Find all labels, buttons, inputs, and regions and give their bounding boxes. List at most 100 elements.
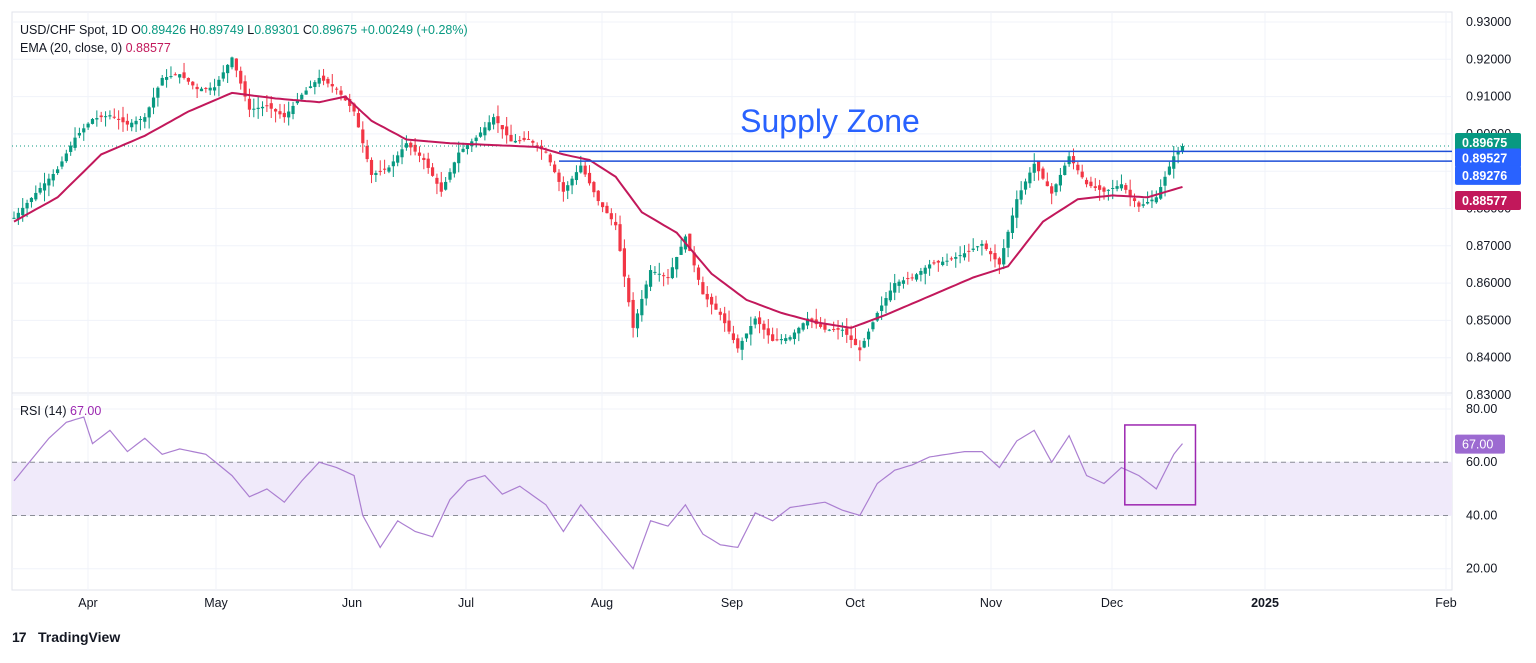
candle-down	[422, 157, 426, 161]
ema-legend: EMA (20, close, 0) 0.88577	[20, 40, 171, 56]
candle-up	[1019, 190, 1023, 200]
candle-up	[308, 86, 313, 88]
price-tick-label: 0.92000	[1466, 52, 1511, 66]
zone-lower-tag-bg	[1455, 165, 1521, 185]
candle-down	[984, 243, 988, 250]
last-price-tag-bg	[1455, 133, 1521, 153]
candle-down	[117, 118, 121, 120]
candle-up	[1154, 197, 1158, 203]
candle-up	[644, 284, 648, 299]
candle-down	[1080, 171, 1084, 178]
candle-down	[369, 159, 374, 175]
candle-down	[622, 248, 626, 277]
candle-up	[230, 57, 234, 68]
candle-up	[69, 145, 73, 152]
candle-up	[313, 82, 317, 87]
candle-up	[374, 173, 378, 175]
candle-down	[614, 221, 618, 226]
ema-price-tag: 0.88577	[1462, 194, 1507, 208]
candle-up	[975, 246, 980, 248]
brand-name: TradingView	[38, 629, 121, 645]
candle-up	[134, 120, 138, 125]
candle-up	[866, 331, 871, 340]
candle-up	[317, 77, 321, 84]
candle-up	[12, 217, 16, 219]
candle-down	[771, 334, 775, 341]
candle-down	[705, 293, 709, 300]
candle-up	[221, 72, 225, 79]
ema-label: EMA (20, close, 0)	[20, 41, 123, 55]
candle-up	[1146, 201, 1150, 204]
time-tick-label: Sep	[721, 596, 743, 610]
candle-up	[51, 173, 55, 181]
candle-down	[361, 129, 365, 144]
candle-up	[260, 106, 265, 109]
time-tick-label: Jun	[342, 596, 362, 610]
candle-up	[871, 322, 875, 330]
candle-up	[862, 340, 866, 348]
candle-down	[204, 87, 208, 89]
candle-up	[1106, 189, 1110, 191]
candle-down	[858, 347, 862, 351]
candle-up	[971, 248, 975, 250]
candle-up	[1119, 184, 1124, 189]
candle-up	[1163, 176, 1167, 186]
candle-down	[112, 116, 116, 118]
candle-up	[77, 132, 81, 136]
supply-zone-label: Supply Zone	[740, 103, 920, 139]
candle-up	[108, 115, 112, 117]
candle-down	[989, 251, 993, 255]
candle-up	[487, 122, 491, 131]
rsi-legend-value: 67.00	[70, 404, 102, 418]
candle-up	[797, 327, 801, 334]
candle-up	[64, 153, 68, 162]
tradingview-logo: 17	[12, 629, 27, 645]
high-label: H	[189, 23, 199, 37]
high-value: 0.89749	[198, 23, 244, 37]
close-value: 0.89675	[311, 23, 358, 37]
candle-up	[34, 192, 38, 200]
close-label: C	[302, 23, 312, 37]
candle-down	[1089, 181, 1093, 187]
open-value: 0.89426	[140, 23, 187, 37]
candle-down	[326, 78, 330, 84]
ema-layer	[13, 91, 1183, 329]
candle-up	[1115, 186, 1119, 189]
candle-down	[710, 296, 714, 305]
time-tick-label: Apr	[78, 596, 97, 610]
candle-up	[653, 271, 657, 273]
price-tick-label: 0.93000	[1466, 15, 1511, 29]
candle-down	[548, 154, 552, 163]
open-label: O	[131, 23, 141, 37]
candle-down	[666, 277, 670, 279]
candle-down	[967, 250, 971, 252]
rsi-line	[13, 416, 1183, 570]
candle-down	[583, 165, 587, 175]
candle-up	[478, 132, 483, 137]
candle-up	[56, 169, 60, 174]
tradingview-brand[interactable]: 17 TradingView	[12, 629, 120, 645]
candle-down	[339, 90, 343, 95]
candle-up	[474, 137, 478, 141]
candle-down	[182, 72, 186, 78]
candle-down	[430, 167, 435, 176]
candle-down	[692, 252, 696, 266]
candle-up	[893, 283, 897, 293]
candle-up	[95, 118, 99, 120]
price-tick-label: 0.85000	[1466, 313, 1511, 327]
rsi-value-tag: 67.00	[1462, 438, 1493, 452]
candle-up	[143, 117, 147, 122]
candle-down	[1102, 187, 1106, 192]
candle-up	[400, 149, 404, 158]
candle-up	[657, 273, 661, 275]
candle-up	[291, 105, 295, 115]
candle-up	[1180, 146, 1185, 152]
candle-up	[1023, 181, 1028, 190]
candle-down	[627, 278, 631, 303]
candle-up	[513, 140, 517, 143]
candle-down	[1124, 185, 1128, 190]
candle-up	[923, 267, 927, 274]
candle-up	[640, 298, 644, 316]
